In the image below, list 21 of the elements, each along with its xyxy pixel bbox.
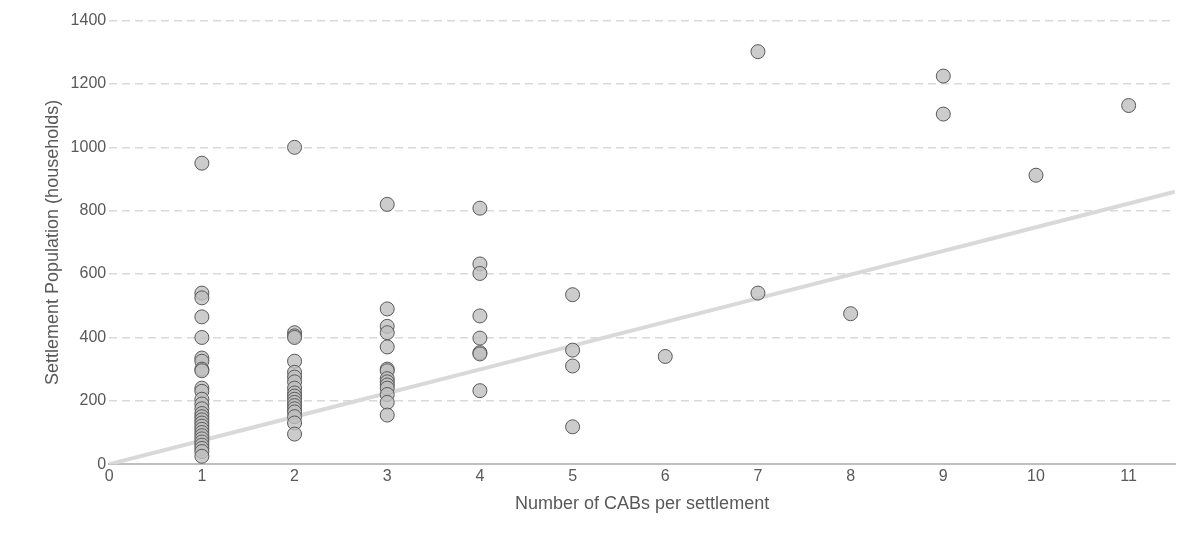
x-tick-label: 8 [846, 467, 856, 485]
x-tick-label: 7 [753, 467, 763, 485]
x-tick-label: 3 [382, 467, 392, 485]
y-tick-label: 400 [79, 327, 107, 345]
x-axis-title: Number of CABs per settlement [515, 493, 770, 514]
y-tick-label: 1400 [70, 11, 107, 29]
y-axis-title: Settlement Population (households) [41, 99, 62, 385]
y-tick-label: 0 [97, 454, 107, 472]
y-tick-label: 200 [79, 391, 107, 409]
y-tick-label: 1200 [70, 74, 107, 92]
y-tick-label: 600 [79, 264, 107, 282]
x-tick-label: 10 [1027, 467, 1045, 485]
x-tick-label: 2 [290, 467, 300, 485]
x-tick-label: 5 [568, 467, 578, 485]
y-tick-label: 1000 [70, 137, 107, 155]
x-tick-label: 1 [197, 467, 207, 485]
x-tick-label: 11 [1120, 467, 1138, 485]
x-tick-label: 9 [938, 467, 948, 485]
x-tick-label: 6 [660, 467, 670, 485]
x-tick-label: 4 [475, 467, 485, 485]
y-tick-label: 800 [79, 201, 107, 219]
